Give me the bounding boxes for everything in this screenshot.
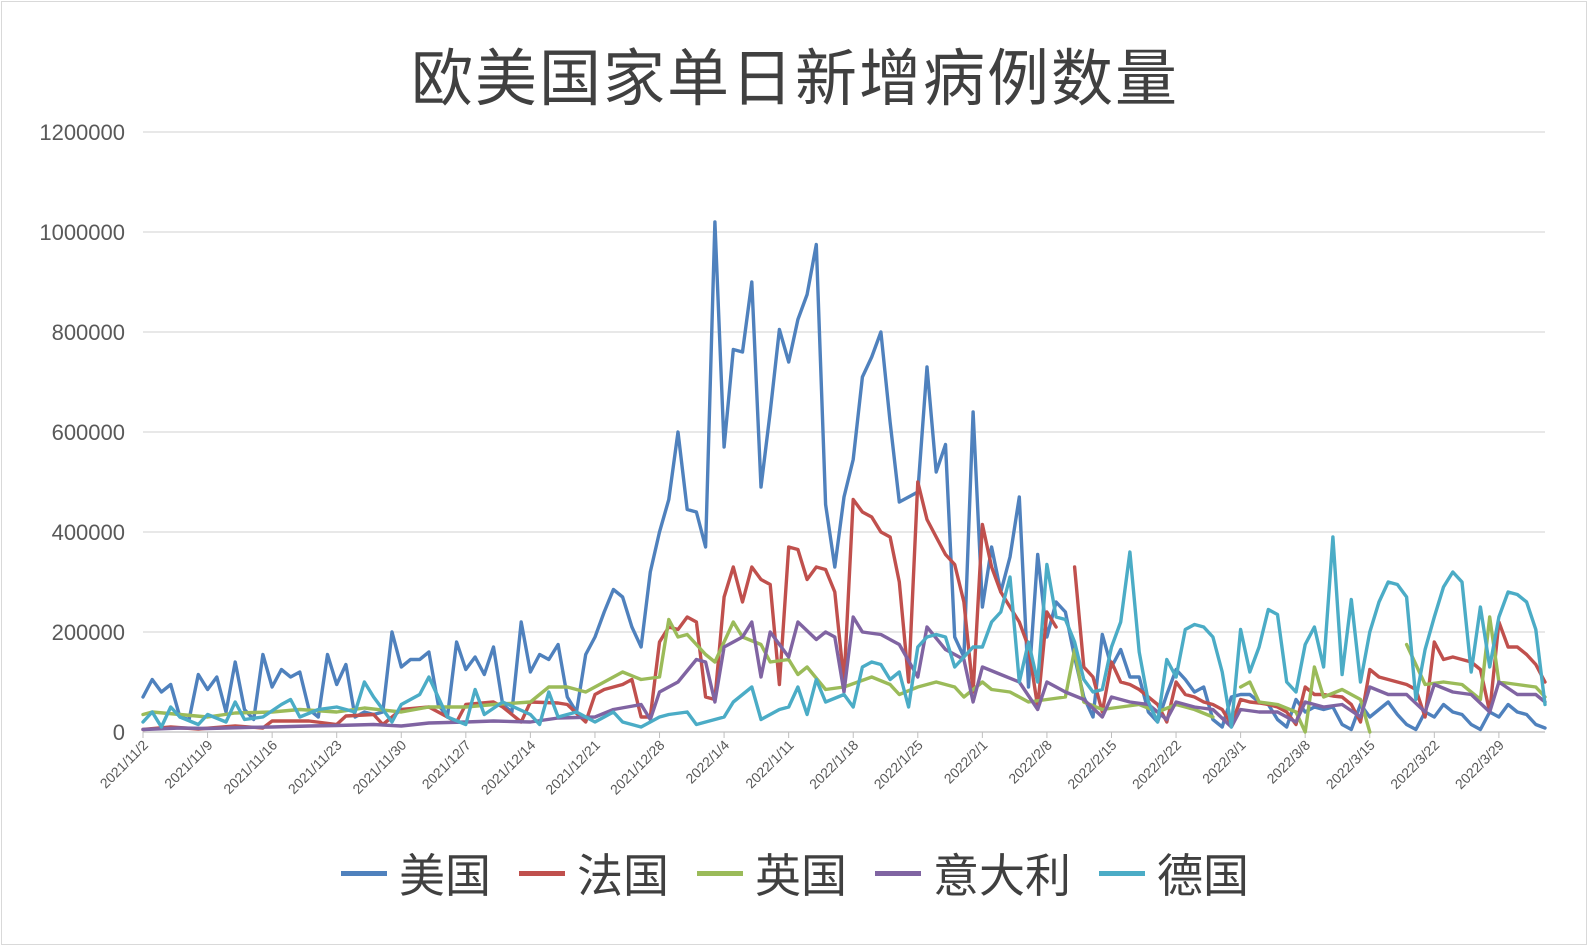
legend-item-5: 德国 <box>1099 840 1249 906</box>
x-tick-label: 2022/2/15 <box>1064 737 1120 793</box>
y-tick-label: 800000 <box>52 320 125 345</box>
y-tick-label: 1000000 <box>39 220 125 245</box>
legend-swatch <box>697 870 743 876</box>
chart-legend: 美国 法国 英国 意大利 德国 <box>0 840 1590 906</box>
x-tick-label: 2021/12/28 <box>607 737 668 798</box>
legend-item-1: 美国 <box>341 840 491 906</box>
x-tick-label: 2022/2/22 <box>1129 737 1185 793</box>
legend-swatch <box>519 870 565 876</box>
x-tick-label: 2022/3/29 <box>1452 737 1508 793</box>
legend-swatch <box>875 870 921 876</box>
x-tick-label: 2021/12/21 <box>542 737 603 798</box>
chart-title: 欧美国家单日新增病例数量 <box>410 42 1179 115</box>
legend-item-2: 法国 <box>519 840 669 906</box>
legend-label: 英国 <box>755 849 847 903</box>
x-tick-label: 2021/11/23 <box>285 737 345 797</box>
y-tick-label: 600000 <box>52 420 125 445</box>
x-tick-label: 2022/1/11 <box>742 737 797 792</box>
legend-label: 德国 <box>1157 849 1249 903</box>
x-tick-label: 2022/2/1 <box>941 737 991 787</box>
legend-label: 美国 <box>399 849 491 903</box>
series-line-5 <box>141 535 1547 729</box>
x-tick-label: 2022/1/4 <box>682 737 732 787</box>
legend-item-3: 英国 <box>697 840 847 906</box>
x-tick-label: 2022/1/18 <box>806 737 862 793</box>
x-tick-label: 2021/12/14 <box>478 737 539 798</box>
x-tick-label: 2022/3/15 <box>1323 737 1379 793</box>
x-tick-label: 2022/2/8 <box>1005 737 1055 787</box>
y-tick-label: 200000 <box>52 620 125 645</box>
x-tick-label: 2021/11/30 <box>349 737 409 797</box>
x-tick-label: 2021/12/7 <box>419 737 475 793</box>
series-line-1 <box>141 220 1547 732</box>
x-tick-label: 2021/11/16 <box>220 737 280 797</box>
x-tick-label: 2022/3/1 <box>1199 737 1249 787</box>
legend-swatch <box>1099 870 1145 876</box>
legend-item-4: 意大利 <box>875 840 1071 906</box>
legend-label: 法国 <box>577 849 669 903</box>
legend-label: 意大利 <box>933 849 1071 903</box>
x-tick-label: 2022/3/22 <box>1387 737 1443 793</box>
y-tick-label: 1200000 <box>39 120 125 145</box>
x-tick-label: 2022/1/25 <box>871 737 927 793</box>
y-tick-label: 0 <box>113 720 125 745</box>
legend-swatch <box>341 870 387 876</box>
y-tick-label: 400000 <box>52 520 125 545</box>
x-tick-label: 2021/11/9 <box>161 737 216 792</box>
x-tick-label: 2022/3/8 <box>1263 737 1313 787</box>
